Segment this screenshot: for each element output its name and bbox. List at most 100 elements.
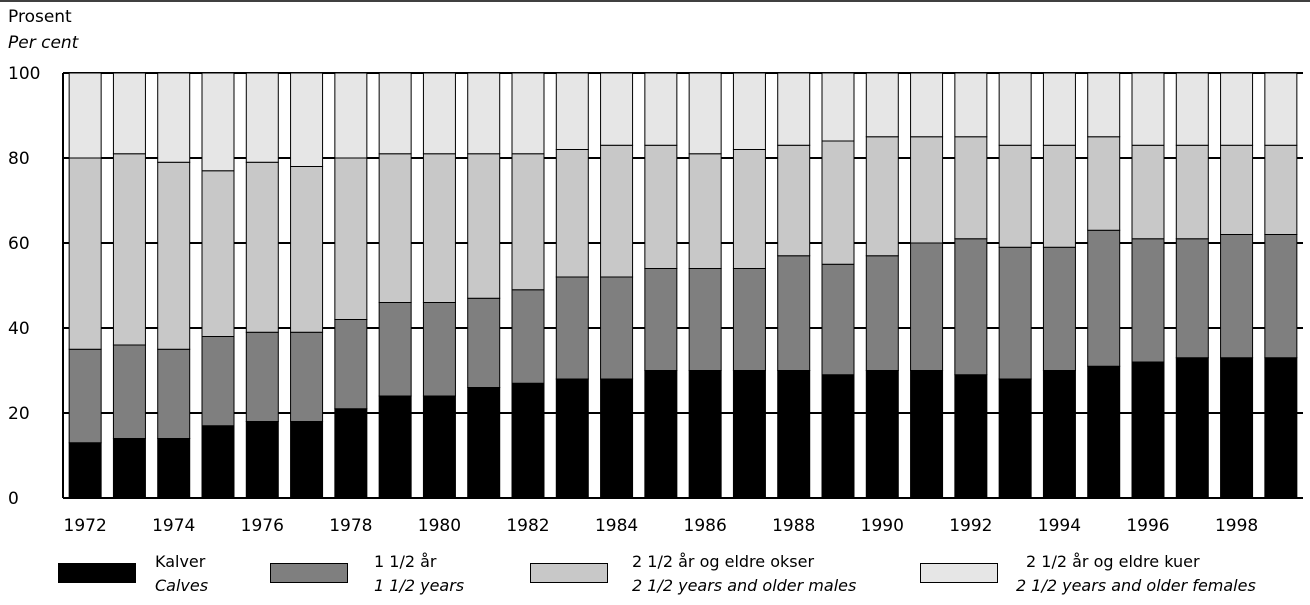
bar-segment-1992-series-3 bbox=[954, 72, 988, 138]
bar-segment-1999-series-2 bbox=[1264, 144, 1298, 235]
bar-segment-1984-series-1 bbox=[600, 276, 634, 380]
bar-segment-1982-series-2 bbox=[511, 153, 545, 291]
bar-segment-1987-series-3 bbox=[732, 72, 766, 150]
x-tick-label: 1988 bbox=[772, 516, 815, 536]
x-tick-label: 1998 bbox=[1215, 516, 1258, 536]
bar-segment-1980-series-2 bbox=[422, 153, 456, 303]
bar-segment-1979-series-3 bbox=[378, 72, 412, 155]
bar-segment-1972-series-2 bbox=[68, 157, 102, 350]
legend-label-older-females-en: 2 1/2 years and older females bbox=[1016, 576, 1256, 595]
bar-segment-1981-series-3 bbox=[467, 72, 501, 155]
bar-segment-1995-series-0 bbox=[1087, 365, 1121, 499]
bar-segment-1975-series-2 bbox=[201, 170, 235, 337]
legend-swatch-older-males bbox=[530, 563, 608, 583]
x-tick-label: 1976 bbox=[241, 516, 284, 536]
bar-segment-1978-series-2 bbox=[334, 157, 368, 320]
y-tick-label: 60 bbox=[8, 234, 30, 254]
bar-segment-1994-series-1 bbox=[1042, 246, 1076, 371]
bar-segment-1991-series-0 bbox=[910, 370, 944, 499]
legend-item-older-males: 2 1/2 år og eldre okser 2 1/2 years and … bbox=[530, 552, 910, 602]
bar-segment-1997-series-1 bbox=[1175, 238, 1209, 359]
bar-segment-1988-series-1 bbox=[777, 255, 811, 371]
x-tick-label: 1986 bbox=[684, 516, 727, 536]
bar-segment-1979-series-1 bbox=[378, 302, 412, 397]
x-tick-label: 1996 bbox=[1126, 516, 1169, 536]
y-axis-label-english: Per cent bbox=[8, 33, 79, 53]
bar-segment-1997-series-3 bbox=[1175, 72, 1209, 146]
bar-segment-1977-series-3 bbox=[290, 72, 324, 167]
bar-segment-1983-series-0 bbox=[555, 378, 589, 499]
x-tick-label: 1992 bbox=[949, 516, 992, 536]
bar-segment-1982-series-3 bbox=[511, 72, 545, 155]
bar-segment-1988-series-2 bbox=[777, 144, 811, 257]
bar-segment-1991-series-1 bbox=[910, 242, 944, 371]
bar-segment-1998-series-1 bbox=[1220, 234, 1254, 359]
bar-segment-1988-series-0 bbox=[777, 370, 811, 499]
x-tick-label: 1974 bbox=[152, 516, 195, 536]
legend-label-older-males: 2 1/2 år og eldre okser bbox=[632, 552, 815, 571]
bar-segment-1975-series-0 bbox=[201, 425, 235, 499]
bar-segment-1972-series-0 bbox=[68, 442, 102, 499]
bar-segment-1982-series-0 bbox=[511, 382, 545, 499]
legend-item-1-5-years: 1 1/2 år 1 1/2 years bbox=[270, 552, 510, 602]
bar-segment-1992-series-1 bbox=[954, 238, 988, 376]
bar-segment-1986-series-2 bbox=[688, 153, 722, 269]
bar-segment-1978-series-1 bbox=[334, 319, 368, 410]
bar-segment-1979-series-2 bbox=[378, 153, 412, 303]
bar-segment-1981-series-1 bbox=[467, 297, 501, 388]
legend-swatch-calves bbox=[58, 563, 136, 583]
bar-segment-1974-series-2 bbox=[157, 161, 191, 350]
bar-segment-1985-series-2 bbox=[644, 144, 678, 269]
bar-segment-1974-series-3 bbox=[157, 72, 191, 163]
bar-segment-1980-series-3 bbox=[422, 72, 456, 155]
y-axis-label: Prosent bbox=[8, 7, 72, 27]
stacked-bar-chart: 0 20 40 60 80 100 1972 1974 1976 1978 1980 1982 1984… bbox=[0, 0, 1310, 536]
y-tick-label: 40 bbox=[8, 319, 30, 339]
bar-segment-1999-series-1 bbox=[1264, 234, 1298, 359]
bar-segment-1994-series-2 bbox=[1042, 144, 1076, 248]
legend-item-calves: Kalver Calves bbox=[58, 552, 298, 602]
bar-segment-1995-series-3 bbox=[1087, 72, 1121, 138]
bar-segment-1974-series-1 bbox=[157, 348, 191, 439]
bar-segment-1972-series-3 bbox=[68, 72, 102, 159]
legend-label-calves: Kalver bbox=[155, 552, 206, 571]
bar-segment-1989-series-1 bbox=[821, 263, 855, 376]
bar-segment-1998-series-0 bbox=[1220, 357, 1254, 499]
bar-segment-1983-series-2 bbox=[555, 149, 589, 278]
bar-segment-1998-series-3 bbox=[1220, 72, 1254, 146]
bar-segment-1973-series-0 bbox=[112, 438, 146, 499]
bar-segment-1992-series-2 bbox=[954, 136, 988, 240]
bar-segment-1997-series-2 bbox=[1175, 144, 1209, 240]
bar-segment-1989-series-3 bbox=[821, 72, 855, 142]
bar-segment-1978-series-0 bbox=[334, 408, 368, 499]
bar-segment-1993-series-3 bbox=[998, 72, 1032, 146]
bar-segment-1978-series-3 bbox=[334, 72, 368, 159]
bar-segment-1981-series-2 bbox=[467, 153, 501, 299]
bar-segment-1987-series-0 bbox=[732, 370, 766, 499]
x-tick-label: 1990 bbox=[861, 516, 904, 536]
bar-segment-1974-series-0 bbox=[157, 438, 191, 499]
bar-segment-1986-series-1 bbox=[688, 268, 722, 371]
legend-label-calves-en: Calves bbox=[155, 576, 209, 595]
bar-segment-1990-series-1 bbox=[865, 255, 899, 371]
x-tick-label: 1984 bbox=[595, 516, 638, 536]
bar-segment-1976-series-2 bbox=[245, 161, 279, 333]
bar-segment-1981-series-0 bbox=[467, 387, 501, 499]
bar-segment-1997-series-0 bbox=[1175, 357, 1209, 499]
bar-segment-1985-series-1 bbox=[644, 268, 678, 371]
bar-segment-1976-series-3 bbox=[245, 72, 279, 163]
bar-segment-1983-series-3 bbox=[555, 72, 589, 150]
bar-segment-1975-series-1 bbox=[201, 336, 235, 427]
bar-segment-1995-series-1 bbox=[1087, 229, 1121, 367]
legend-swatch-1-5-years bbox=[270, 563, 348, 583]
bar-segment-1996-series-0 bbox=[1131, 361, 1165, 499]
legend-item-older-females: 2 1/2 år og eldre kuer 2 1/2 years and o… bbox=[920, 552, 1305, 602]
y-tick-label: 0 bbox=[8, 489, 19, 509]
bar-segment-1980-series-1 bbox=[422, 302, 456, 397]
x-tick-label: 1982 bbox=[506, 516, 549, 536]
bar-segment-1975-series-3 bbox=[201, 72, 235, 172]
bar-segment-1972-series-1 bbox=[68, 348, 102, 444]
bar-segment-1977-series-0 bbox=[290, 421, 324, 499]
bar-segment-1993-series-2 bbox=[998, 144, 1032, 248]
bar-segment-1989-series-2 bbox=[821, 140, 855, 265]
